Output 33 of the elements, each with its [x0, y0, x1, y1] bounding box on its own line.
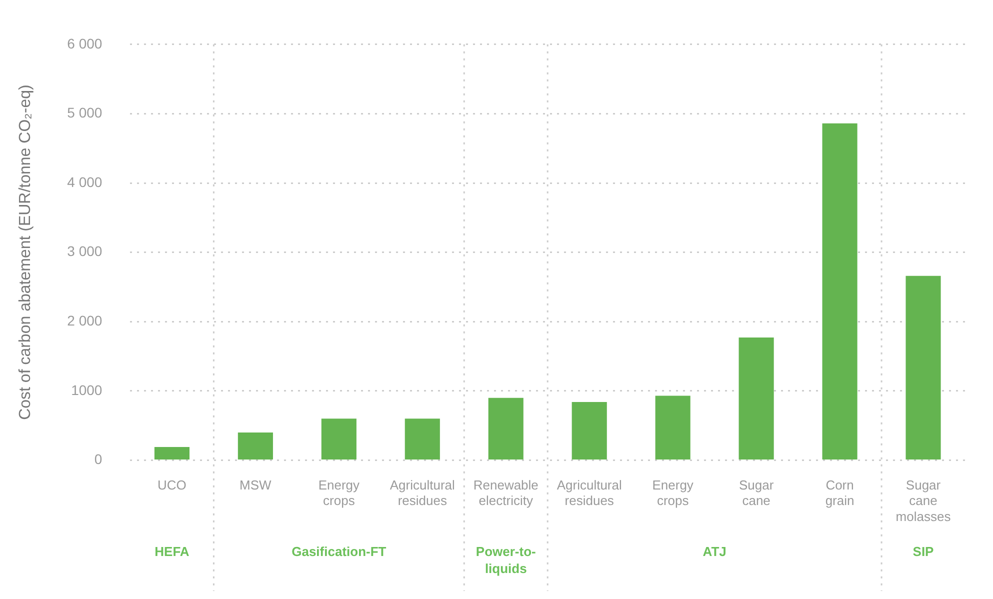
text: Gasification-FT	[292, 544, 386, 559]
x-tick-label: Sugar cane	[738, 478, 774, 508]
bar	[238, 432, 273, 460]
x-tick-label: Corn grain	[825, 478, 854, 508]
bar	[572, 402, 607, 460]
bar	[655, 396, 690, 460]
text: HEFA	[154, 544, 190, 559]
text: ATJ	[702, 544, 726, 559]
bar	[321, 418, 356, 460]
x-tick-label: Agricultural residues	[390, 478, 456, 508]
y-tick-label: 0	[94, 451, 102, 468]
y-tick-label: 1000	[71, 382, 102, 398]
bar	[738, 338, 774, 460]
y-tick-label: 2 000	[67, 312, 102, 328]
x-tick-label: Renewable electricity	[473, 478, 538, 508]
bar	[404, 418, 440, 460]
y-tick-label: 3 000	[67, 243, 102, 260]
bar	[822, 123, 858, 460]
x-tick-label: UCO	[158, 478, 186, 493]
x-tick-label: Energy crops	[318, 478, 360, 508]
x-tick-label: Agricultural residues	[556, 478, 622, 508]
y-tick-label: 6 000	[67, 35, 102, 52]
text: Power-to-liquids	[476, 544, 536, 576]
y-axis-title: Cost of carbon abatement (EUR/tonne CO₂-eq)	[17, 84, 34, 420]
bar	[488, 398, 524, 460]
bar	[906, 276, 941, 460]
x-tick-label: MSW	[240, 478, 272, 493]
text: SIP	[912, 544, 934, 559]
y-tick-label: 4 000	[67, 174, 102, 190]
y-tick-label: 5 000	[67, 104, 102, 121]
x-tick-label: Sugar cane molasses	[896, 478, 952, 524]
bar	[154, 447, 190, 460]
x-tick-label: Energy crops	[652, 478, 694, 508]
